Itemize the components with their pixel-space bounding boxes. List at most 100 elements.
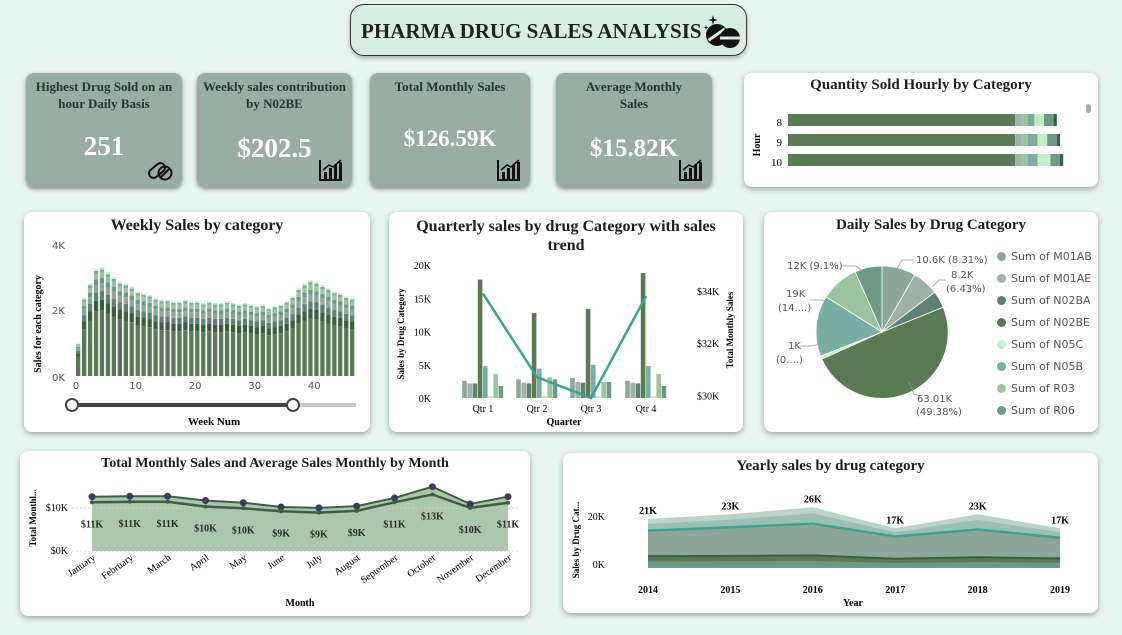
weekly-bar-segment xyxy=(129,300,134,307)
pie-legend-label: Sum of R06 xyxy=(1011,404,1075,417)
weekly-bar-segment xyxy=(296,307,301,315)
weekly-bar-segment xyxy=(272,316,277,322)
pie-legend-item[interactable]: Sum of N02BA xyxy=(997,294,1091,307)
weekly-bar-segment xyxy=(344,298,349,301)
weekly-bar-segment xyxy=(141,301,146,306)
weekly-bar-segment xyxy=(320,285,325,287)
kpi-average-monthly-sales: Average Monthly Sales $15.82K xyxy=(556,73,712,187)
hourly-tick-label: 10 xyxy=(771,157,783,169)
weekly-bar-segment xyxy=(308,301,313,309)
weekly-bar-segment xyxy=(99,267,105,270)
yearly-xtick: 2014 xyxy=(638,585,658,596)
weekly-bar-segment xyxy=(111,276,116,279)
hourly-scrollbar[interactable] xyxy=(1086,104,1091,113)
weekly-bar-segment xyxy=(117,295,122,303)
quarterly-bar xyxy=(596,396,601,398)
yearly-xtick: 2016 xyxy=(803,585,823,596)
weekly-bar-segment xyxy=(338,311,343,318)
weekly-bar-segment xyxy=(213,304,218,307)
weekly-bar-segment xyxy=(290,308,295,314)
monthly-total-point xyxy=(241,506,246,511)
hourly-bar-segment xyxy=(1060,154,1064,166)
yearly-chart-title: Yearly sales by drug category xyxy=(736,458,925,474)
weekly-bar-segment xyxy=(93,311,99,376)
weekly-bar-segment xyxy=(278,320,283,326)
weekly-bar-segment xyxy=(111,316,116,376)
yearly-xlabel: Year xyxy=(843,598,864,609)
weekly-bar-segment xyxy=(266,318,271,323)
weekly-bar-segment xyxy=(99,269,105,273)
pie-legend-item[interactable]: Sum of R06 xyxy=(997,404,1075,417)
weekly-bar-segment xyxy=(332,291,337,294)
pie-legend-label: Sum of N02BE xyxy=(1011,316,1090,329)
kpi-value: $15.82K xyxy=(589,135,679,162)
weekly-bar-segment xyxy=(129,322,134,376)
weekly-bar-segment xyxy=(219,304,224,307)
weekly-bar-segment xyxy=(266,322,271,329)
weekly-bar-segment xyxy=(314,283,319,287)
weekly-bar-segment xyxy=(248,333,254,376)
weekly-bar-segment xyxy=(296,288,301,291)
weekly-bar-segment xyxy=(350,301,355,306)
monthly-average-point xyxy=(164,492,172,500)
weekly-bar-segment xyxy=(254,313,259,317)
weekly-bar-segment xyxy=(123,285,128,288)
weekly-bar-segment xyxy=(135,310,140,317)
yearly-total-label: 23K xyxy=(722,501,740,512)
weekly-bar-segment xyxy=(76,350,81,354)
weekly-bar-segment xyxy=(219,310,224,314)
weekly-bar-segment xyxy=(314,302,319,310)
yearly-ytick: 0K xyxy=(593,560,606,571)
week-range-end-handle[interactable] xyxy=(286,398,300,412)
weekly-bar-segment xyxy=(338,293,343,295)
weekly-bar-segment xyxy=(207,317,212,324)
weekly-bar-segment xyxy=(183,322,188,331)
weekly-bar-segment xyxy=(290,300,295,305)
monthly-chart-title: Total Monthly Sales and Average Sales Mo… xyxy=(101,456,449,471)
pills-icon xyxy=(703,15,740,48)
weekly-bar-segment xyxy=(123,303,128,312)
weekly-bar-segment xyxy=(99,291,105,300)
quarterly-bar xyxy=(585,308,591,398)
weekly-bar-segment xyxy=(207,331,212,377)
monthly-sales-card: Total Monthly Sales and Average Sales Mo… xyxy=(20,451,530,616)
kpi-value: $126.59K xyxy=(403,126,497,151)
weekly-bar-segment xyxy=(326,290,331,293)
legend-dot-icon xyxy=(997,406,1006,415)
weekly-bar-segment xyxy=(338,297,343,302)
quarterly-xtick: Qtr 3 xyxy=(581,404,602,415)
weekly-bar-segment xyxy=(82,309,87,316)
weekly-bar-segment xyxy=(284,317,289,324)
weekly-bar-segment xyxy=(93,268,99,271)
quarterly-ytick-left: 5K xyxy=(419,361,432,372)
pie-legend-item[interactable]: Sum of M01AE xyxy=(997,272,1091,285)
weekly-bar-segment xyxy=(117,319,122,376)
weekly-bar-segment xyxy=(195,312,200,318)
week-range-start-handle[interactable] xyxy=(65,398,79,412)
weekly-bar-segment xyxy=(147,302,152,307)
hourly-bar-segment xyxy=(788,154,1016,166)
pie-legend-item[interactable]: Sum of M01AB xyxy=(997,250,1092,263)
pie-legend-item[interactable]: Sum of N05C xyxy=(997,338,1083,351)
pie-legend-label: Sum of M01AB xyxy=(1011,250,1092,263)
weekly-bar-segment xyxy=(135,316,140,326)
monthly-chart: Total Monthl... $10K $0K $11K $11K $11K $10… xyxy=(28,483,519,609)
bar-chart-icon xyxy=(679,159,702,181)
weekly-bar-segment xyxy=(320,286,325,290)
weekly-bar-segment xyxy=(278,333,283,376)
weekly-bar-segment xyxy=(87,320,93,376)
pie-legend-item[interactable]: Sum of N02BE xyxy=(997,316,1090,329)
weekly-bar-segment xyxy=(266,311,271,315)
weekly-bar-segment xyxy=(189,317,194,324)
daily-pie-chart: 10.6K (8.31%) 8.2K (6.43%) 12K (9.1%) 19… xyxy=(776,255,988,418)
weekly-bar-segment xyxy=(248,325,254,334)
weekly-bar-segment xyxy=(82,305,87,310)
weekly-bar-segment xyxy=(147,312,152,320)
monthly-ylabel: Total Monthl... xyxy=(28,489,38,546)
weekly-bar-segment xyxy=(260,311,265,316)
weekly-bar-segment xyxy=(141,318,146,327)
monthly-total-point xyxy=(468,505,473,510)
quarterly-bar xyxy=(542,396,547,398)
pie-legend-item[interactable]: Sum of R03 xyxy=(997,382,1075,395)
pie-legend-item[interactable]: Sum of N05B xyxy=(997,360,1083,373)
